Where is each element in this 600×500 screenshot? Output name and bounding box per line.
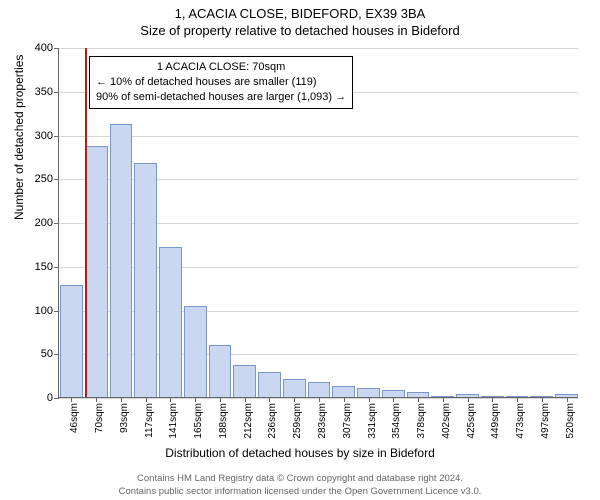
info-box: 1 ACACIA CLOSE: 70sqm← 10% of detached h… [89,56,353,109]
x-tick-label: 165sqm [193,403,204,439]
x-tick-label: 402sqm [441,403,452,439]
x-tick-mark [492,397,493,402]
x-tick-mark [567,397,568,402]
y-tick-mark [54,48,59,49]
histogram-bar [209,345,232,397]
histogram-bar [159,247,182,398]
x-tick-label: 378sqm [416,403,427,439]
info-box-line: 90% of semi-detached houses are larger (… [96,90,346,105]
x-tick-mark [71,397,72,402]
y-tick-label: 50 [41,348,53,360]
attribution-line1: Contains HM Land Registry data © Crown c… [0,473,600,485]
x-tick-mark [220,397,221,402]
y-tick-label: 400 [35,42,53,54]
y-tick-label: 0 [47,392,53,404]
chart-plot-area: 05010015020025030035040046sqm70sqm93sqm1… [58,48,578,398]
x-tick-mark [269,397,270,402]
x-axis-title: Distribution of detached houses by size … [0,446,600,460]
histogram-bar [134,163,157,397]
x-tick-label: 117sqm [144,403,155,438]
x-tick-label: 46sqm [69,403,80,433]
y-tick-mark [54,311,59,312]
x-tick-label: 425sqm [466,403,477,439]
y-tick-mark [54,136,59,137]
y-tick-mark [54,354,59,355]
x-tick-label: 354sqm [391,403,402,439]
y-tick-label: 350 [35,86,53,98]
y-tick-label: 100 [35,305,53,317]
x-tick-mark [121,397,122,402]
x-tick-mark [170,397,171,402]
histogram-bar [60,285,83,397]
histogram-bar [110,124,133,397]
y-tick-label: 200 [35,217,53,229]
x-tick-label: 520sqm [565,403,576,439]
y-tick-label: 150 [35,261,53,273]
histogram-bar [283,379,306,397]
x-tick-mark [418,397,419,402]
y-tick-mark [54,398,59,399]
x-tick-label: 188sqm [218,403,229,439]
histogram-bar [184,306,207,397]
y-tick-label: 300 [35,130,53,142]
x-tick-label: 259sqm [292,403,303,439]
grid-line [59,48,578,49]
x-tick-mark [195,397,196,402]
x-tick-label: 331sqm [367,403,378,439]
x-tick-label: 141sqm [168,403,179,439]
histogram-bar [357,388,380,397]
x-tick-label: 283sqm [317,403,328,439]
histogram-bar [308,382,331,397]
histogram-bar [332,386,355,397]
attribution-text: Contains HM Land Registry data © Crown c… [0,473,600,498]
x-tick-label: 497sqm [540,403,551,439]
x-tick-mark [517,397,518,402]
x-tick-label: 473sqm [515,403,526,439]
x-tick-label: 236sqm [267,403,278,439]
y-tick-mark [54,223,59,224]
x-tick-mark [468,397,469,402]
histogram-bar [233,365,256,397]
info-box-line: ← 10% of detached houses are smaller (11… [96,75,346,90]
x-tick-mark [294,397,295,402]
x-tick-mark [96,397,97,402]
x-tick-mark [393,397,394,402]
histogram-bar [258,372,281,397]
x-tick-label: 212sqm [243,403,254,439]
y-tick-label: 250 [35,173,53,185]
grid-line [59,136,578,137]
attribution-line2: Contains public sector information licen… [0,486,600,498]
x-tick-mark [319,397,320,402]
reference-line [85,48,87,397]
x-tick-mark [146,397,147,402]
y-axis-title: Number of detached properties [12,55,26,220]
histogram-bar [85,146,108,397]
x-tick-label: 93sqm [119,403,130,433]
x-tick-label: 307sqm [342,403,353,439]
x-tick-mark [245,397,246,402]
y-tick-mark [54,179,59,180]
info-box-line: 1 ACACIA CLOSE: 70sqm [96,60,346,75]
x-tick-label: 449sqm [490,403,501,439]
x-tick-label: 70sqm [94,403,105,433]
histogram-bar [382,390,405,397]
x-tick-mark [443,397,444,402]
page-title-line2: Size of property relative to detached ho… [0,21,600,38]
y-tick-mark [54,92,59,93]
y-tick-mark [54,267,59,268]
x-tick-mark [344,397,345,402]
x-tick-mark [542,397,543,402]
page-title-line1: 1, ACACIA CLOSE, BIDEFORD, EX39 3BA [0,0,600,21]
x-tick-mark [369,397,370,402]
